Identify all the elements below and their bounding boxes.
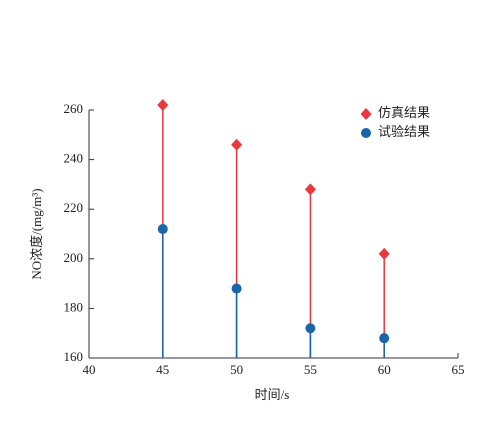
diamond-marker <box>231 138 243 151</box>
y-tick-label: 180 <box>64 299 84 314</box>
x-axis-label: 时间/s <box>255 387 290 402</box>
circle-marker <box>231 283 242 294</box>
diamond-marker <box>304 183 316 196</box>
legend-label: 仿真结果 <box>378 105 430 120</box>
legend-marker <box>360 108 372 120</box>
x-tick-label: 55 <box>304 362 317 377</box>
legend-marker <box>361 128 371 138</box>
x-tick-label: 40 <box>83 362 96 377</box>
y-tick-label: 200 <box>64 250 84 265</box>
y-tick-label: 240 <box>64 151 84 166</box>
circle-marker <box>157 224 168 235</box>
circle-marker <box>305 323 316 334</box>
y-axis-label: NO浓度/(mg/m³) <box>29 188 44 279</box>
legend-label: 试验结果 <box>378 124 430 139</box>
x-tick-label: 50 <box>230 362 243 377</box>
x-tick-label: 45 <box>156 362 169 377</box>
circle-marker <box>379 333 390 344</box>
diamond-marker <box>157 99 169 112</box>
diamond-marker <box>378 247 390 260</box>
y-tick-label: 160 <box>64 349 84 364</box>
y-tick-label: 220 <box>64 200 84 215</box>
x-tick-label: 65 <box>452 362 465 377</box>
y-tick-label: 260 <box>64 101 84 116</box>
x-tick-label: 60 <box>378 362 391 377</box>
